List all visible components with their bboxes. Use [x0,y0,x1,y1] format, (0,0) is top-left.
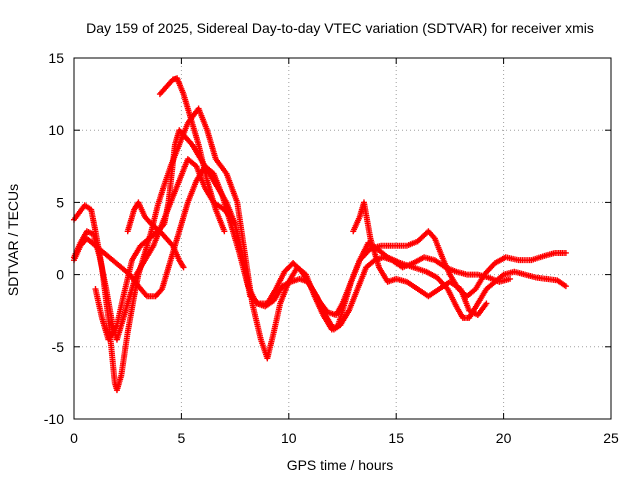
y-tick-label: 10 [48,122,64,138]
grid-lines [74,58,611,419]
data-point [562,283,569,290]
x-tick-label: 10 [281,430,297,446]
series-track-6 [156,75,228,235]
y-tick-label: -10 [44,411,64,427]
data-point [232,221,239,228]
series-track-3 [71,163,514,333]
y-tick-label: 0 [56,267,64,283]
x-tick-label: 25 [603,430,619,446]
x-tick-label: 5 [178,430,186,446]
y-axis-label: SDTVAR / TECUs [5,184,21,296]
series-track-5 [124,199,187,271]
series-track-7 [350,199,490,319]
x-tick-label: 20 [496,430,512,446]
data-point [562,249,569,256]
data-points [71,75,569,394]
y-tick-label: 15 [48,50,64,66]
chart-title: Day 159 of 2025, Sidereal Day-to-day VTE… [86,20,594,36]
x-axis-label: GPS time / hours [287,457,394,473]
axis-ticks: 0 5 10 15 20 25 -10 -5 0 5 10 15 [44,50,619,446]
x-tick-label: 15 [388,430,404,446]
x-tick-label: 0 [70,430,78,446]
y-tick-label: 5 [56,194,64,210]
data-point [483,300,490,307]
plot-frame [73,57,612,420]
data-point [507,275,514,282]
data-point [180,264,187,271]
data-point [221,228,228,235]
y-tick-label: -5 [52,339,65,355]
